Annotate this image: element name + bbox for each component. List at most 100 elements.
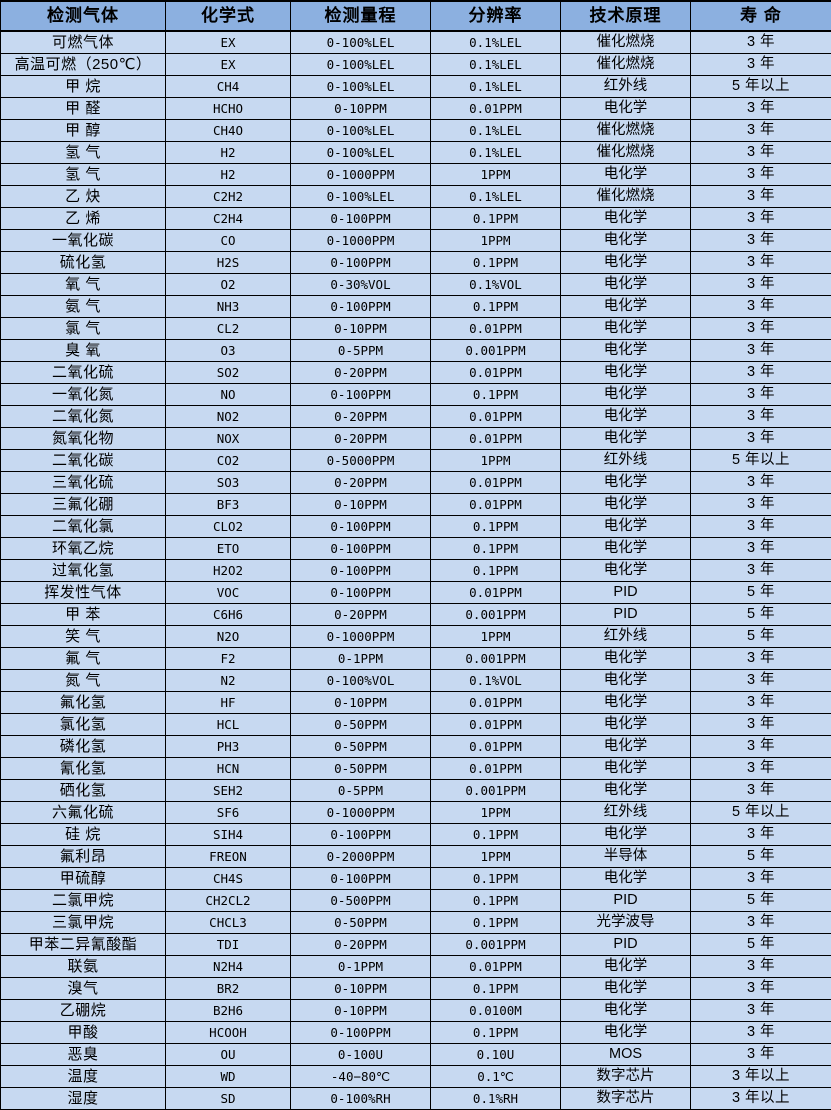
cell-range: -40−80℃ (291, 1066, 431, 1088)
cell-resolution: 1PPM (431, 626, 561, 648)
cell-formula: OU (166, 1044, 291, 1066)
cell-technology: 数字芯片 (561, 1066, 691, 1088)
cell-lifespan: 5 年以上 (691, 802, 831, 824)
cell-technology: PID (561, 582, 691, 604)
cell-resolution: 0.01PPM (431, 736, 561, 758)
cell-gas: 二氧化氯 (1, 516, 166, 538)
cell-lifespan: 3 年 (691, 736, 831, 758)
table-header-row: 检测气体 化学式 检测量程 分辨率 技术原理 寿 命 (1, 1, 831, 31)
column-header-gas: 检测气体 (1, 1, 166, 31)
cell-range: 0-20PPM (291, 406, 431, 428)
cell-gas: 氟 气 (1, 648, 166, 670)
cell-gas: 氢 气 (1, 164, 166, 186)
cell-range: 0-2000PPM (291, 846, 431, 868)
cell-resolution: 0.1PPM (431, 560, 561, 582)
cell-lifespan: 3 年 (691, 230, 831, 252)
cell-gas: 二氧化氮 (1, 406, 166, 428)
cell-resolution: 0.1PPM (431, 384, 561, 406)
cell-formula: NO2 (166, 406, 291, 428)
cell-formula: HF (166, 692, 291, 714)
cell-formula: EX (166, 31, 291, 54)
cell-lifespan: 3 年 (691, 516, 831, 538)
column-header-range: 检测量程 (291, 1, 431, 31)
cell-gas: 笑 气 (1, 626, 166, 648)
cell-technology: 电化学 (561, 428, 691, 450)
cell-technology: 电化学 (561, 714, 691, 736)
cell-lifespan: 3 年 (691, 868, 831, 890)
cell-range: 0-100PPM (291, 824, 431, 846)
cell-range: 0-5PPM (291, 340, 431, 362)
cell-technology: 催化燃烧 (561, 142, 691, 164)
cell-range: 0-100PPM (291, 582, 431, 604)
cell-range: 0-1000PPM (291, 230, 431, 252)
cell-range: 0-500PPM (291, 890, 431, 912)
cell-range: 0-1PPM (291, 648, 431, 670)
cell-technology: 电化学 (561, 230, 691, 252)
cell-gas: 湿度 (1, 1088, 166, 1110)
cell-lifespan: 3 年 (691, 362, 831, 384)
cell-technology: 电化学 (561, 780, 691, 802)
cell-lifespan: 3 年 (691, 1022, 831, 1044)
cell-technology: 催化燃烧 (561, 31, 691, 54)
cell-formula: HCHO (166, 98, 291, 120)
cell-formula: HCN (166, 758, 291, 780)
cell-gas: 硅 烷 (1, 824, 166, 846)
cell-formula: EX (166, 54, 291, 76)
cell-range: 0-1000PPM (291, 164, 431, 186)
cell-lifespan: 3 年 (691, 296, 831, 318)
cell-technology: 电化学 (561, 758, 691, 780)
cell-formula: C6H6 (166, 604, 291, 626)
cell-formula: H2O2 (166, 560, 291, 582)
cell-range: 0-100%LEL (291, 31, 431, 54)
cell-gas: 二氧化硫 (1, 362, 166, 384)
cell-resolution: 1PPM (431, 846, 561, 868)
cell-formula: N2 (166, 670, 291, 692)
cell-technology: 红外线 (561, 802, 691, 824)
cell-range: 0-100%RH (291, 1088, 431, 1110)
cell-gas: 甲硫醇 (1, 868, 166, 890)
cell-technology: 电化学 (561, 670, 691, 692)
cell-resolution: 1PPM (431, 802, 561, 824)
cell-lifespan: 3 年 (691, 384, 831, 406)
cell-lifespan: 3 年 (691, 560, 831, 582)
cell-technology: 电化学 (561, 208, 691, 230)
cell-range: 0-1PPM (291, 956, 431, 978)
cell-gas: 高温可燃（250℃） (1, 54, 166, 76)
cell-gas: 二氧化碳 (1, 450, 166, 472)
cell-lifespan: 3 年 (691, 318, 831, 340)
cell-technology: 电化学 (561, 340, 691, 362)
cell-formula: BR2 (166, 978, 291, 1000)
cell-formula: C2H4 (166, 208, 291, 230)
cell-range: 0-5PPM (291, 780, 431, 802)
cell-technology: 电化学 (561, 516, 691, 538)
cell-lifespan: 3 年 (691, 428, 831, 450)
cell-range: 0-100%LEL (291, 76, 431, 98)
cell-formula: SO3 (166, 472, 291, 494)
cell-technology: 电化学 (561, 538, 691, 560)
cell-gas: 氰化氢 (1, 758, 166, 780)
cell-resolution: 0.1PPM (431, 538, 561, 560)
cell-range: 0-100PPM (291, 538, 431, 560)
cell-resolution: 0.01PPM (431, 472, 561, 494)
cell-range: 0-100PPM (291, 384, 431, 406)
cell-resolution: 0.1PPM (431, 1022, 561, 1044)
cell-resolution: 0.1%VOL (431, 274, 561, 296)
